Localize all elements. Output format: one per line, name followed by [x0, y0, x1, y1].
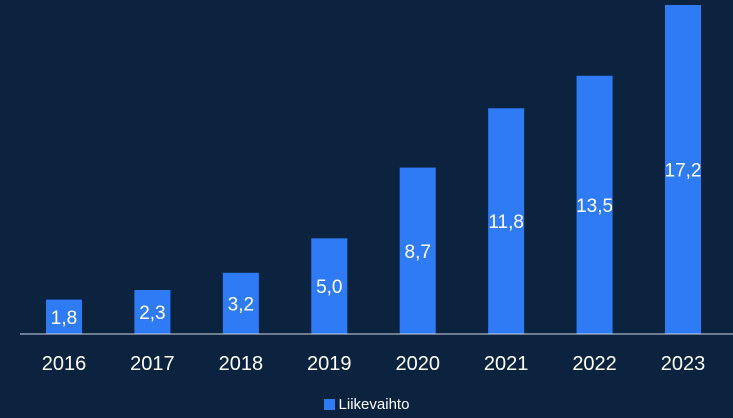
bar-2019 [311, 238, 348, 334]
bar-2017 [134, 290, 171, 334]
x-tick-label-2023: 2023 [661, 353, 706, 375]
bar-2018 [222, 272, 259, 334]
bar-2022 [576, 75, 613, 334]
x-tick-label-2019: 2019 [307, 353, 352, 375]
bar-2020 [399, 167, 436, 334]
data-label-2017: 2,3 [139, 303, 165, 324]
bar-2023 [665, 5, 701, 334]
x-tick-labels-layer: 2016 2017 2018 2019 2020 2021 2022 2023 [42, 353, 706, 375]
x-tick-label-2016: 2016 [42, 353, 87, 375]
bar-2021 [488, 108, 525, 334]
x-tick-label-2020: 2020 [395, 353, 440, 375]
bars-layer [46, 5, 701, 334]
legend-label: Liikevaihto [338, 396, 410, 413]
x-tick-label-2022: 2022 [572, 353, 617, 375]
data-label-2016: 1,8 [51, 308, 77, 329]
data-label-2019: 5,0 [316, 277, 342, 298]
data-label-2018: 3,2 [228, 294, 254, 315]
data-label-2023: 17,2 [665, 161, 702, 182]
data-label-2022: 13,5 [576, 196, 613, 217]
x-tick-label-2017: 2017 [130, 353, 175, 375]
x-tick-label-2021: 2021 [484, 353, 529, 375]
bar-2016 [46, 299, 82, 334]
legend-swatch [323, 399, 335, 410]
legend: Liikevaihto [0, 396, 733, 413]
data-label-2020: 8,7 [405, 242, 431, 263]
data-labels-layer: 1,8 2,3 3,2 5,0 8,7 11,8 13,5 17,2 [51, 161, 702, 329]
x-tick-label-2018: 2018 [219, 353, 264, 375]
bar-chart-plot: 1,8 2,3 3,2 5,0 8,7 11,8 13,5 17,2 2016 2017 2018… [20, 5, 733, 375]
data-label-2021: 11,8 [488, 212, 524, 233]
